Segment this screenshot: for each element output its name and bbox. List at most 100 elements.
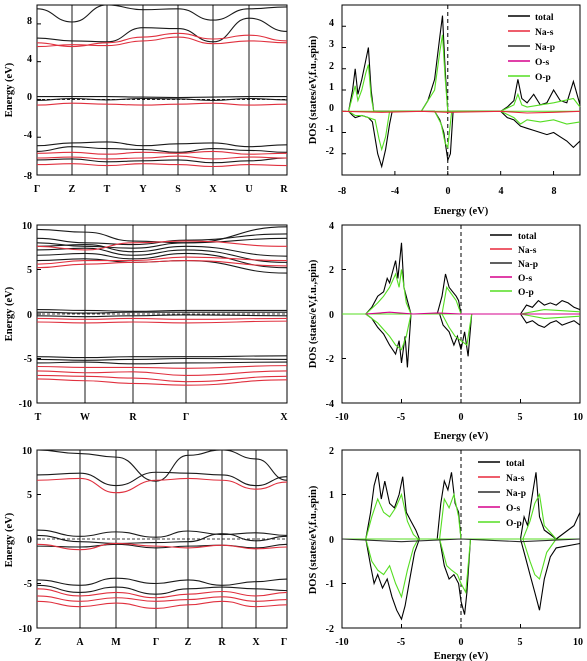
dos-b-xtick: -10 <box>335 412 348 423</box>
legend-label-total: total <box>535 13 554 23</box>
bands-b-dark-band <box>36 237 288 249</box>
legend-label-o-p: O-p <box>506 519 522 529</box>
bands-a-kpoint: X <box>209 184 217 195</box>
dos-b-ytick: 2 <box>329 265 334 276</box>
bands-b-red-band <box>36 317 288 320</box>
bands-a-red-band <box>36 102 288 106</box>
dos-c-series-total <box>365 538 581 621</box>
bands-b-dark-band <box>36 247 288 263</box>
dos-c-xtick: 0 <box>459 637 464 648</box>
bands-a-dark-band <box>36 141 288 148</box>
dos-a-xlabel: Energy (eV) <box>434 206 489 217</box>
dos-c-ylabel: DOS (states/eV,f.u.,spin) <box>308 485 319 594</box>
dos-c-legend: total Na-s Na-p O-s O-p <box>478 459 526 529</box>
dos-b-xtick: 10 <box>573 412 583 423</box>
bands-b-red-band <box>36 365 288 369</box>
legend-label-total: total <box>518 232 537 242</box>
bands-a-red-band <box>36 36 288 48</box>
dos-b-ytick: 4 <box>329 221 334 232</box>
dos-c-xlabel: Energy (eV) <box>434 651 489 661</box>
legend-label-o-s: O-s <box>535 58 550 68</box>
bands-c-red-band <box>36 542 288 551</box>
bands-c-ytick: -5 <box>24 579 32 590</box>
legend-label-na-s: Na-s <box>518 246 537 256</box>
legend-label-na-s: Na-s <box>535 28 554 38</box>
bands-a-kpoint: Y <box>139 184 147 195</box>
bands-a-kpoint: Γ <box>34 184 40 195</box>
dos-a-ytick: 3 <box>329 39 334 50</box>
bands-c-red-band <box>36 595 288 602</box>
dos-b-ytick: -4 <box>326 399 334 410</box>
bands-a-ytick: -8 <box>24 171 32 182</box>
bands-a-red-band <box>36 163 288 168</box>
bands-c-dark-band <box>36 471 288 487</box>
bands-c-kpoint: Γ <box>281 637 287 648</box>
legend-label-total: total <box>506 459 525 469</box>
bands-b-dark-band <box>36 309 287 312</box>
bands-b-red-band <box>36 260 288 269</box>
bands-a-kpoint: R <box>280 184 288 195</box>
bands-a-dark-band <box>36 146 288 153</box>
dos-c-series-o-p <box>365 538 557 599</box>
dos-b-xtick: -5 <box>397 412 405 423</box>
bands-c-panel: Energy (eV) 10 5 0 -5 -10 Z A M Γ Z R X … <box>4 446 288 648</box>
dos-b-series-total <box>365 313 581 368</box>
dos-c-xtick: -5 <box>397 637 405 648</box>
bands-c-dark-band <box>36 449 288 482</box>
bands-c-plot-area <box>36 449 288 629</box>
bands-b-kpoint: R <box>129 412 137 423</box>
bands-c-dark-band <box>36 533 288 545</box>
dos-a-series-o-p <box>348 110 581 152</box>
dos-a-ytick: 4 <box>329 18 334 29</box>
bands-b-ylabel: Energy (eV) <box>4 286 15 341</box>
bands-a-red-band <box>36 150 288 155</box>
dos-a-xtick: 0 <box>446 186 451 197</box>
bands-c-kpoint: Z <box>35 637 42 648</box>
bands-b-red-band <box>36 370 288 376</box>
bands-a-ytick: 0 <box>27 92 32 103</box>
dos-a-ytick: -1 <box>326 124 334 135</box>
bands-b-kpoint: T <box>35 412 42 423</box>
bands-a-frame <box>36 4 288 176</box>
bands-c-red-band <box>36 588 288 599</box>
dos-b-legend: total Na-s Na-p O-s O-p <box>490 232 538 298</box>
bands-c-kpoint: Γ <box>153 637 159 648</box>
dos-c-ytick: 1 <box>329 490 334 501</box>
dos-b-series-o-s <box>365 311 580 315</box>
dos-a-ytick: -2 <box>326 146 334 157</box>
dos-c-panel: DOS (states/eV,f.u.,spin) Energy (eV) 2 … <box>308 446 583 661</box>
dos-b-ylabel: DOS (states/eV,f.u.,spin) <box>308 259 319 368</box>
bands-b-dark-band <box>36 355 288 359</box>
dos-a-series-na-s <box>341 110 581 114</box>
dos-c-series-total <box>365 472 581 540</box>
bands-c-dark-band <box>36 577 288 586</box>
bands-b-ytick: -10 <box>19 399 32 410</box>
bands-b-dark-band <box>36 314 288 318</box>
dos-b-ytick: -2 <box>326 354 334 365</box>
dos-b-panel: DOS (states/eV,f.u.,spin) Energy (eV) 4 … <box>308 221 583 442</box>
bands-a-kpoint: Z <box>69 184 76 195</box>
dos-a-xtick: 8 <box>552 186 557 197</box>
dos-b-series-total <box>365 242 581 315</box>
bands-b-plot-area <box>36 224 288 404</box>
bands-b-dark-band <box>36 244 288 257</box>
bands-b-dark-band <box>36 226 288 244</box>
dos-a-ytick: 1 <box>329 82 334 93</box>
dos-a-ytick: 0 <box>329 103 334 114</box>
dos-c-xtick: 5 <box>518 637 523 648</box>
dos-a-panel: DOS (states/eV,f.u.,spin) Energy (eV) 4 … <box>308 4 581 217</box>
dos-c-ytick: -2 <box>326 624 334 635</box>
dos-a-series-total <box>348 110 581 169</box>
bands-a-kpoint: U <box>245 184 252 195</box>
bands-c-ytick: 5 <box>27 490 32 501</box>
bands-a-red-band <box>36 155 288 160</box>
bands-c-ytick: 0 <box>27 535 32 546</box>
legend-label-o-s: O-s <box>518 274 533 284</box>
bands-b-dark-band <box>36 252 288 269</box>
bands-b-red-band <box>36 378 288 386</box>
dos-c-plot-area <box>341 449 581 629</box>
bands-b-red-band <box>36 374 288 383</box>
bands-b-red-band <box>36 240 288 251</box>
dos-a-series-o-p <box>348 34 581 112</box>
dos-c-xtick: 10 <box>573 637 583 648</box>
